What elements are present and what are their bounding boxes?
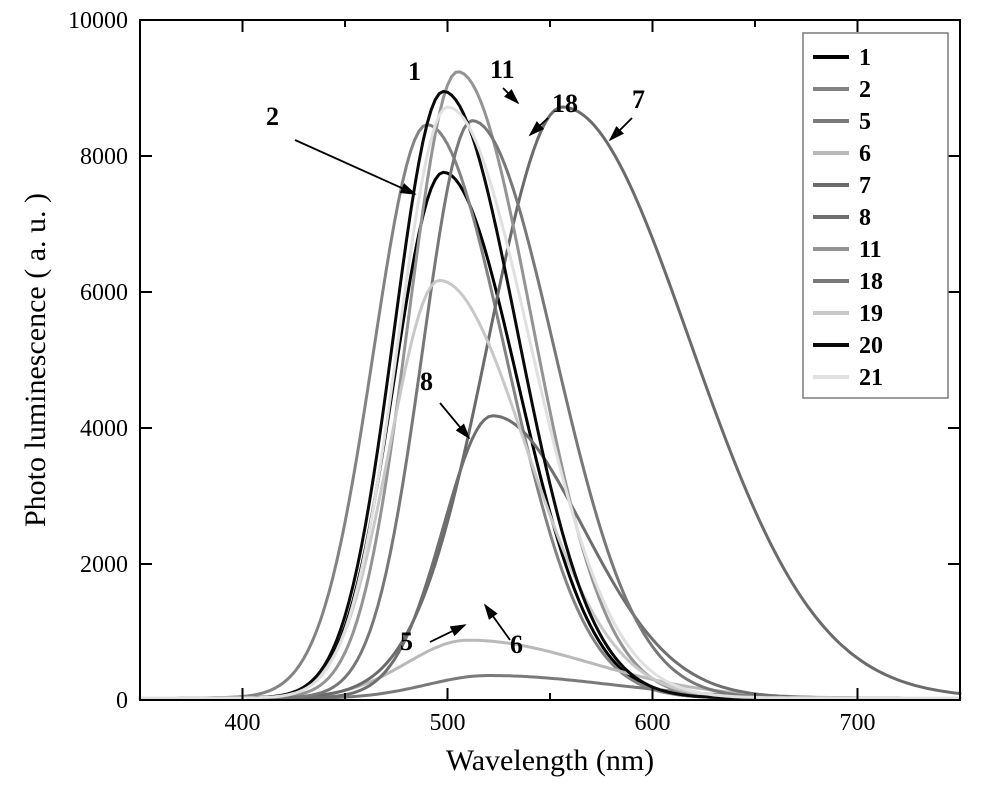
- annotation-8: 8: [420, 367, 433, 396]
- annotation-18: 18: [552, 89, 578, 118]
- y-axis-title: Photo luminescence ( a. u. ): [19, 193, 52, 527]
- legend-label-5: 5: [859, 109, 871, 135]
- y-tick-label: 8000: [80, 144, 128, 170]
- y-tick-label: 6000: [80, 280, 128, 306]
- annotation-6: 6: [510, 630, 523, 659]
- x-tick-label: 500: [430, 710, 466, 736]
- x-tick-label: 600: [635, 710, 671, 736]
- legend-label-21: 21: [859, 365, 883, 391]
- x-tick-label: 700: [840, 710, 876, 736]
- annotation-7: 7: [632, 85, 645, 114]
- y-tick-label: 10000: [68, 8, 128, 34]
- legend-label-6: 6: [859, 141, 871, 167]
- x-axis-title: Wavelength (nm): [446, 744, 654, 777]
- legend-label-8: 8: [859, 205, 871, 231]
- legend-label-20: 20: [859, 333, 883, 359]
- legend-label-11: 11: [859, 237, 882, 263]
- pl-spectrum-chart: 400 500 600 700 0 2000 4000 6000 8000 10000 Wavele…: [0, 0, 1000, 799]
- legend-label-19: 19: [859, 301, 883, 327]
- annotation-1: 1: [408, 57, 421, 86]
- y-tick-label: 2000: [80, 552, 128, 578]
- y-tick-label: 0: [116, 688, 128, 714]
- annotation-11: 11: [490, 55, 515, 84]
- legend-label-1: 1: [859, 45, 871, 71]
- y-tick-label: 4000: [80, 416, 128, 442]
- legend-label-2: 2: [859, 77, 871, 103]
- legend-label-18: 18: [859, 269, 883, 295]
- x-tick-label: 400: [225, 710, 261, 736]
- legend-label-7: 7: [859, 173, 871, 199]
- chart-svg: 400 500 600 700 0 2000 4000 6000 8000 10000 Wavele…: [0, 0, 1000, 799]
- annotation-2: 2: [266, 102, 279, 131]
- annotation-5: 5: [400, 627, 413, 656]
